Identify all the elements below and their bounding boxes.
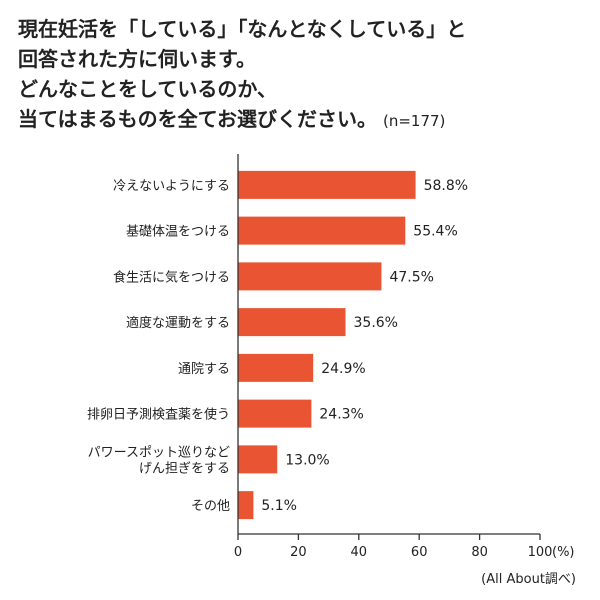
value-label-6: 13.0% <box>285 452 329 468</box>
category-label-6-1: げん担ぎをする <box>139 461 230 476</box>
bar-1 <box>238 216 406 245</box>
bar-5 <box>238 399 312 428</box>
x-tick-label-3: 60 <box>411 545 428 560</box>
value-label-4: 24.9% <box>321 361 365 377</box>
category-label-3: 適度な運動をする <box>126 315 230 331</box>
category-label-2: 食生活に気をつける <box>113 269 230 285</box>
x-axis-unit: (%) <box>552 545 575 560</box>
value-label-0: 58.8% <box>424 178 468 194</box>
value-label-7: 5.1% <box>261 498 297 514</box>
category-label-7: その他 <box>191 499 230 514</box>
title-line-2: 回答された方に伺います。 <box>18 47 256 71</box>
value-label-3: 35.6% <box>354 315 398 331</box>
source-note: (All About調べ) <box>481 572 576 587</box>
bar-4 <box>238 353 314 382</box>
category-label-0: 冷えないようにする <box>113 179 230 194</box>
x-tick-label-2: 40 <box>351 545 368 560</box>
title-line-3: どんなことをしているのか、 <box>18 77 277 101</box>
category-label-4: 通院する <box>178 362 230 377</box>
category-label-6-0: パワースポット巡りなど <box>88 445 230 460</box>
chart-title: 現在妊活を「している」「なんとなくしている」と 回答された方に伺います。 どんな… <box>18 14 593 136</box>
bar-7 <box>238 491 254 520</box>
title-line-1: 現在妊活を「している」「なんとなくしている」と <box>18 17 467 41</box>
title-line-4-text: 当てはまるものを全てお選びください。 <box>18 107 377 131</box>
sample-size-note: (n=177) <box>383 112 446 130</box>
bar-2 <box>238 262 382 291</box>
category-label-5: 排卵日予測検査薬を使う <box>87 407 230 423</box>
category-label-1: 基礎体温をつける <box>126 225 230 240</box>
x-tick-label-1: 20 <box>290 545 307 560</box>
value-label-5: 24.3% <box>319 407 363 423</box>
value-label-2: 47.5% <box>389 269 433 285</box>
bar-3 <box>238 308 346 337</box>
title-line-4: 当てはまるものを全てお選びください。 (n=177) <box>18 104 593 136</box>
bar-6 <box>238 445 278 474</box>
x-tick-label-5: 100 <box>528 545 553 560</box>
bar-0 <box>238 170 416 199</box>
value-label-1: 55.4% <box>413 224 457 240</box>
x-tick-label-4: 80 <box>471 545 488 560</box>
x-tick-label-0: 0 <box>234 545 242 560</box>
